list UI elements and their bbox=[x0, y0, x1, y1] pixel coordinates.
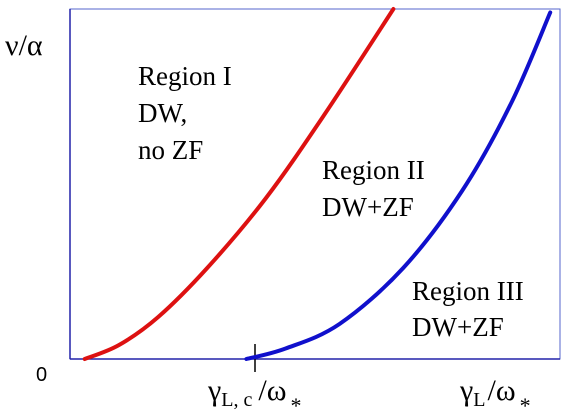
y-tick-label-0: 0 bbox=[36, 364, 47, 386]
x-tick-label-gamma: γL/ω * bbox=[459, 374, 531, 417]
x-tick-label-critical: γL, c/ω * bbox=[207, 374, 301, 417]
region-1-label: Region I DW, no ZF bbox=[138, 61, 239, 165]
region-3-label: Region III DW+ZF bbox=[412, 276, 530, 342]
region-2-label: Region II DW+ZF bbox=[322, 155, 431, 222]
series-line-red bbox=[82, 7, 396, 361]
series-line-blue bbox=[244, 10, 553, 361]
y-axis-label: ν/α bbox=[5, 29, 43, 62]
